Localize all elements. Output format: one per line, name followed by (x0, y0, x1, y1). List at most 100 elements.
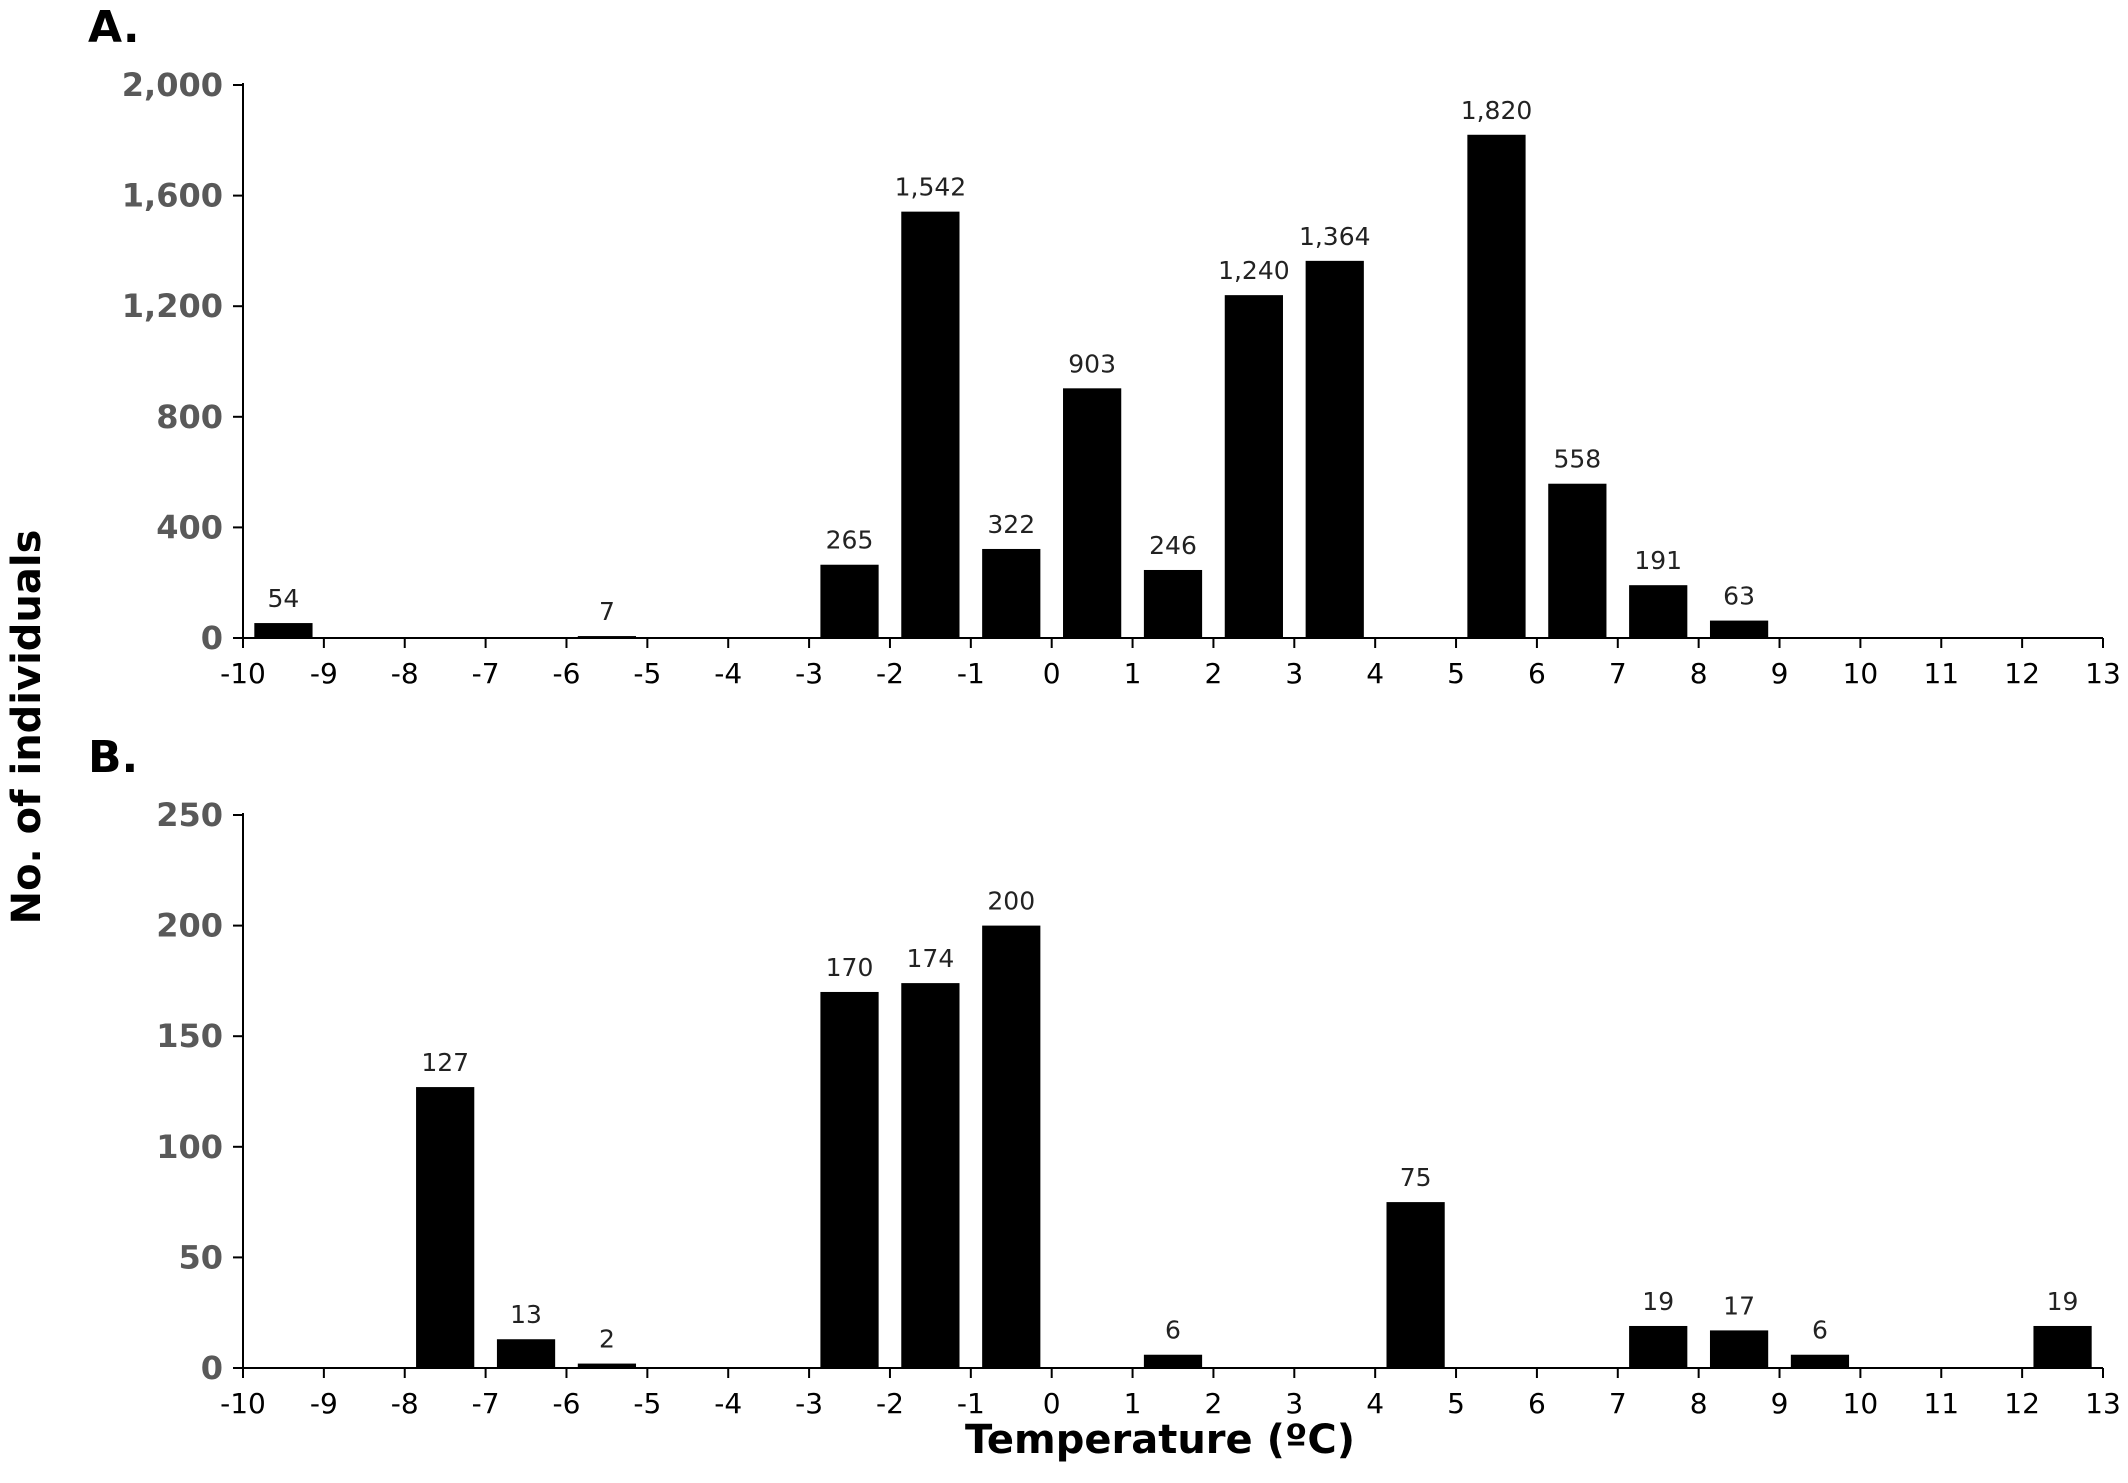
x-tick-label: -10 (220, 657, 266, 690)
x-tick-label: -7 (472, 1387, 500, 1420)
x-tick-label: -2 (876, 1387, 904, 1420)
x-tick-label: -4 (714, 657, 742, 690)
bar (901, 983, 960, 1368)
bar (416, 1087, 475, 1368)
y-tick-label: 800 (156, 398, 223, 436)
data-label: 75 (1400, 1163, 1432, 1192)
x-tick-label: 8 (1690, 657, 1708, 690)
data-label: 174 (907, 944, 955, 973)
x-axis-title: Temperature (ºC) (965, 1417, 1355, 1463)
x-tick-label: 9 (1771, 657, 1789, 690)
y-tick-label: 100 (156, 1128, 223, 1166)
x-tick-label: 0 (1043, 657, 1061, 690)
x-tick-label: 11 (1923, 657, 1959, 690)
x-tick-label: -2 (876, 657, 904, 690)
data-label: 265 (826, 526, 874, 555)
x-tick-label: 2 (1205, 1387, 1223, 1420)
x-tick-label: 6 (1528, 1387, 1546, 1420)
x-tick-label: 9 (1771, 1387, 1789, 1420)
x-tick-label: 13 (2085, 1387, 2121, 1420)
bar (901, 211, 960, 638)
x-tick-label: -3 (795, 657, 823, 690)
x-tick-label: 13 (2085, 657, 2121, 690)
x-tick-label: 7 (1609, 1387, 1627, 1420)
bar (254, 623, 313, 638)
x-tick-label: -4 (714, 1387, 742, 1420)
data-label: 2 (599, 1325, 615, 1354)
x-tick-label: 3 (1285, 657, 1303, 690)
y-tick-label: 50 (178, 1238, 223, 1276)
bar (1629, 1325, 1688, 1368)
y-tick-label: 250 (156, 796, 223, 834)
x-tick-label: 1 (1124, 657, 1142, 690)
data-label: 1,364 (1299, 222, 1371, 251)
y-tick-label: 200 (156, 907, 223, 945)
x-tick-label: 0 (1043, 1387, 1061, 1420)
x-tick-label: -8 (391, 1387, 419, 1420)
data-label: 170 (826, 953, 874, 982)
bar (577, 1363, 637, 1368)
x-tick-label: 12 (2004, 1387, 2040, 1420)
data-label: 6 (1165, 1316, 1181, 1345)
y-tick-label: 400 (156, 508, 223, 546)
y-tick-label: 1,200 (122, 287, 223, 325)
data-label: 1,542 (895, 173, 967, 202)
bar (1143, 1354, 1203, 1368)
x-tick-label: -9 (310, 1387, 338, 1420)
x-tick-label: -1 (957, 1387, 985, 1420)
y-tick-label: 0 (201, 1349, 223, 1387)
data-label: 13 (510, 1300, 542, 1329)
bar (1224, 295, 1283, 638)
x-tick-label: 7 (1609, 657, 1627, 690)
panel-letter: A. (88, 2, 140, 53)
y-tick-label: 1,600 (122, 177, 223, 215)
data-label: 200 (987, 887, 1035, 916)
x-tick-label: -7 (472, 657, 500, 690)
bar (1548, 483, 1607, 638)
data-label: 322 (987, 510, 1035, 539)
data-label: 54 (268, 584, 300, 613)
bar (1467, 134, 1526, 638)
bar (1629, 585, 1688, 638)
x-tick-label: 8 (1690, 1387, 1708, 1420)
bar (1305, 260, 1364, 638)
x-tick-label: -1 (957, 657, 985, 690)
x-tick-label: 6 (1528, 657, 1546, 690)
data-label: 7 (599, 597, 615, 626)
data-label: 17 (1723, 1291, 1755, 1320)
x-tick-label: 1 (1124, 1387, 1142, 1420)
data-label: 191 (1634, 546, 1682, 575)
panel-letter: B. (88, 732, 138, 783)
bar (1143, 569, 1203, 638)
data-label: 6 (1812, 1316, 1828, 1345)
bar (982, 925, 1041, 1368)
bar (1709, 1330, 1769, 1368)
y-tick-label: 150 (156, 1017, 223, 1055)
bar (820, 991, 879, 1368)
bar (820, 564, 879, 638)
x-tick-label: 10 (1843, 657, 1879, 690)
y-tick-label: 0 (201, 619, 223, 657)
data-label: 246 (1149, 531, 1197, 560)
x-tick-label: -6 (553, 657, 581, 690)
x-tick-label: 11 (1923, 1387, 1959, 1420)
x-tick-label: -10 (220, 1387, 266, 1420)
x-tick-label: 5 (1447, 657, 1465, 690)
x-tick-label: 4 (1366, 657, 1384, 690)
x-tick-label: 4 (1366, 1387, 1384, 1420)
bar (1709, 620, 1769, 638)
x-tick-label: -3 (795, 1387, 823, 1420)
x-tick-label: 5 (1447, 1387, 1465, 1420)
data-label: 903 (1068, 349, 1116, 378)
data-label: 1,820 (1461, 96, 1533, 125)
bar (982, 548, 1041, 638)
x-tick-label: -9 (310, 657, 338, 690)
bar (1386, 1202, 1445, 1368)
bar (2033, 1325, 2092, 1368)
x-tick-label: -8 (391, 657, 419, 690)
x-tick-label: -5 (633, 657, 661, 690)
x-tick-label: 2 (1205, 657, 1223, 690)
x-tick-label: -6 (553, 1387, 581, 1420)
data-label: 19 (1642, 1287, 1674, 1316)
